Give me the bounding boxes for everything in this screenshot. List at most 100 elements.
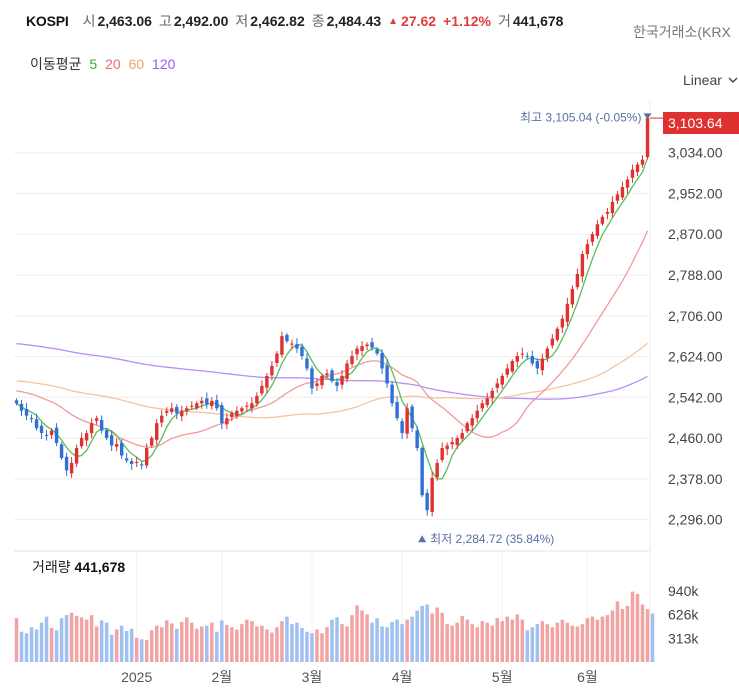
candle	[435, 459, 439, 481]
candle	[240, 406, 244, 414]
x-tick-label: 3월	[302, 669, 323, 685]
candle-body	[175, 407, 179, 414]
scale-selector[interactable]: Linear	[683, 72, 738, 88]
y-tick-label: 2,952.00	[668, 185, 723, 201]
ma-120[interactable]: 120	[152, 56, 176, 72]
y-tick-label: 2,296.00	[668, 512, 723, 528]
volume-bar	[275, 627, 279, 662]
candle-body	[635, 164, 640, 172]
candle	[610, 195, 615, 218]
candle-body	[585, 244, 590, 255]
y-tick-label: 2,378.00	[668, 471, 723, 487]
volume-bar	[640, 604, 645, 662]
volume-bar	[305, 631, 309, 662]
candle	[420, 446, 424, 498]
candle-body	[520, 353, 525, 355]
candle-body	[280, 336, 284, 355]
volume-bar	[535, 624, 540, 662]
volume-bar	[470, 624, 474, 662]
candle	[215, 394, 219, 411]
candle-body	[240, 408, 244, 412]
candle	[555, 326, 560, 342]
candle	[235, 406, 239, 420]
candle-body	[79, 438, 84, 447]
candle-body	[570, 288, 575, 305]
volume-tick-label: 626k	[668, 607, 699, 623]
candle	[315, 378, 319, 391]
candle	[340, 369, 344, 390]
volume-bar	[600, 616, 605, 662]
volume-bar	[455, 622, 459, 662]
volume-bar	[350, 615, 354, 662]
volume-tick-label: 313k	[668, 630, 699, 646]
candle	[195, 401, 199, 411]
candle	[390, 381, 394, 407]
candle-body	[89, 423, 94, 434]
candle-body	[14, 400, 19, 404]
volume-bar	[530, 627, 535, 662]
candle-body	[39, 425, 44, 434]
candle-body	[104, 430, 109, 439]
candle-body	[124, 458, 129, 461]
candle	[630, 164, 635, 183]
x-tick-label: 4월	[392, 669, 413, 685]
ma-20[interactable]: 20	[105, 56, 121, 72]
volume-bar	[565, 622, 570, 662]
volume-bar	[590, 616, 595, 662]
candle	[550, 334, 555, 349]
volume-bar	[250, 621, 254, 662]
candle-body	[205, 398, 209, 405]
high-label: 고	[158, 13, 172, 29]
volume-bar	[225, 624, 229, 662]
candle-body	[465, 423, 469, 432]
candle	[460, 428, 464, 442]
candle	[175, 404, 179, 420]
candle-body	[390, 384, 394, 404]
candle	[99, 415, 104, 434]
candle-body	[119, 442, 124, 456]
candle	[585, 239, 590, 260]
candle-body	[285, 334, 289, 342]
candle	[165, 407, 169, 417]
ma-5[interactable]: 5	[89, 56, 98, 72]
chevron-down-icon	[728, 77, 738, 83]
candle	[205, 392, 209, 409]
candle-body	[265, 375, 269, 388]
volume-bar	[119, 625, 124, 662]
candle-body	[320, 375, 324, 386]
volume-bar	[94, 626, 99, 662]
ma-60[interactable]: 60	[128, 56, 145, 72]
volume-bar	[630, 591, 635, 662]
candle-body	[69, 462, 74, 474]
candle-body	[165, 410, 169, 413]
candle-body	[515, 356, 519, 362]
candle	[220, 402, 224, 430]
volume-bar	[109, 634, 114, 662]
candle-body	[505, 368, 509, 375]
volume-bar	[59, 618, 64, 662]
candle	[49, 428, 54, 439]
volume-bar	[390, 621, 394, 662]
candle-body	[225, 418, 229, 425]
volume-bar	[380, 626, 384, 662]
candle-body	[395, 402, 399, 419]
volume-bar	[215, 631, 219, 662]
candle	[89, 418, 94, 439]
volume-bar	[345, 626, 349, 662]
volume-bar	[200, 626, 204, 662]
candle	[44, 429, 49, 441]
candle-body	[550, 338, 555, 346]
candle-body	[495, 383, 499, 388]
candle	[320, 373, 324, 390]
exchange-name: 한국거래소(KRX	[633, 24, 731, 40]
candle-body	[245, 405, 249, 407]
candle	[210, 397, 214, 410]
candle-body	[310, 368, 314, 389]
volume-label: 거	[497, 13, 511, 29]
candle	[455, 435, 459, 450]
candle-body	[535, 361, 540, 369]
candle	[285, 332, 289, 344]
volume-bar	[34, 629, 39, 662]
candle-body	[114, 444, 119, 447]
